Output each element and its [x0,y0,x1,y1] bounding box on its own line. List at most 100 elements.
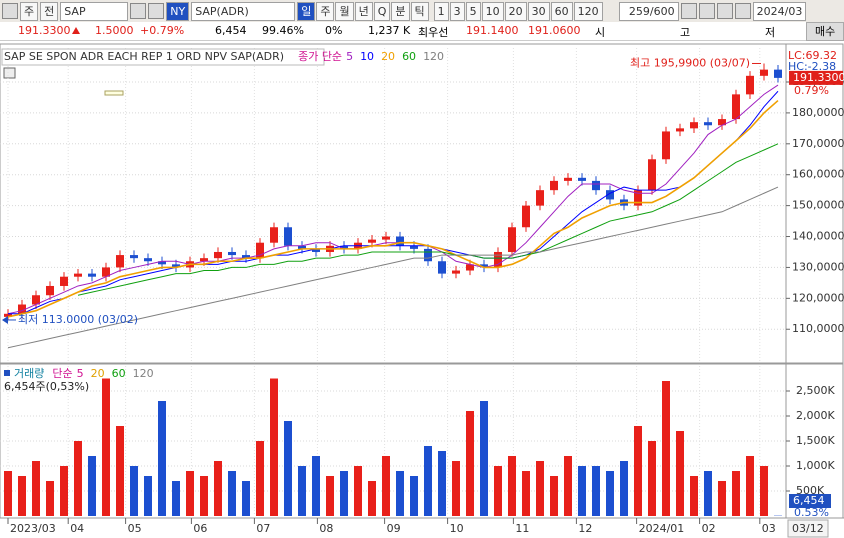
volume-bar [340,471,348,516]
volume-bar [648,441,656,516]
volume-bar [270,378,278,516]
period-button[interactable]: 월 [335,1,354,21]
legend-entry: 60 [402,50,416,63]
candle-body [172,264,180,268]
candle-body [368,239,376,243]
candle-body [144,258,152,262]
y-tick-label: 1,500K [796,434,835,447]
volume-bar [102,378,110,516]
code-input[interactable]: SAP [60,1,129,21]
last-rate: 0.79% [794,84,829,97]
ma-line [77,143,779,296]
y-tick-label: 1,000K [796,459,835,472]
candle-body [32,295,40,305]
date-field[interactable]: 2024/03 [752,1,807,21]
volume-bar [438,451,446,516]
x-tick-label: 08 [319,522,333,535]
candle-body [116,255,124,268]
volume-bar [704,471,712,516]
legend-entry: 20 [381,50,395,63]
x-tick-label: 03 [762,522,776,535]
period-button[interactable]: 틱 [410,1,429,21]
volume-bar [606,471,614,516]
volume-bar [242,481,250,516]
volume-bar [732,471,740,516]
candle-body [200,258,208,262]
period-button[interactable]: 분 [391,1,410,21]
volume-bar [326,476,334,516]
ask: 191.1400 [466,24,519,37]
candle-body [746,75,754,95]
candle-body [424,248,432,262]
volume-bar [32,461,40,516]
rate: +0.79% [140,24,185,37]
mode[interactable]: 전 [40,1,59,21]
candle-body [256,242,264,259]
volume-bar [676,431,684,516]
x-tick-label: 2023/03 [10,522,56,535]
volume-bar [298,466,306,516]
candle-body [732,94,740,120]
menu-icon[interactable] [2,3,18,19]
volume-bar [228,471,236,516]
interval-button[interactable]: 30 [527,1,550,21]
volume-bar [452,461,460,516]
volume-bar [130,466,138,516]
candle-body [270,227,278,243]
y-tick-label: 500K [796,484,825,497]
volume-bar [312,456,320,516]
save-icon[interactable] [716,3,733,19]
volume-bar [116,426,124,516]
candle-body [4,313,12,317]
sound-icon[interactable] [148,3,165,19]
period-button[interactable]: Q [373,1,391,21]
candle-body [550,180,558,191]
y-tick-label: 140,0000 [792,230,844,243]
volume-bar [564,456,572,516]
volume-bar [74,441,82,516]
legend-entry: 20 [91,367,105,380]
candle-body [88,273,96,277]
candle-body [298,245,306,249]
candle-body [648,159,656,191]
volume-bar [214,461,222,516]
interval-button[interactable]: 3 [449,1,465,21]
price-panel [0,43,844,364]
pct: 0% [325,24,343,37]
volume: 6,454 [215,24,247,37]
candle-body [536,190,544,206]
interval-button[interactable]: 10 [481,1,504,21]
volume-bar [718,481,726,516]
candle-body [592,180,600,191]
interval-button[interactable]: 20 [504,1,527,21]
interval-button[interactable]: 5 [465,1,481,21]
volume-bar [172,481,180,516]
marker [104,90,124,96]
market[interactable]: 주 [20,1,39,21]
tool-icon[interactable] [680,3,697,19]
settings-icon[interactable] [734,3,751,19]
candle-body [760,69,768,76]
period-button[interactable]: 년 [354,1,373,21]
candle-body [480,264,488,268]
side-button[interactable]: 매수 [806,22,844,41]
candle-body [466,264,474,271]
tool-icon[interactable] [698,3,715,19]
grid-icon [3,67,16,79]
volume-bar [200,476,208,516]
count[interactable]: 259/600 [618,1,679,21]
legend-entry: 10 [360,50,374,63]
volume-rate: 0.53% [794,506,829,519]
interval-button[interactable]: 120 [573,1,603,21]
interval-button[interactable]: 1 [433,1,449,21]
candle-body [438,261,446,274]
period-button[interactable]: 일 [297,1,316,21]
period-button[interactable]: 주 [316,1,335,21]
interval-button[interactable]: 60 [550,1,573,21]
low-label: 저 [765,26,776,39]
x-tick-label: 2024/01 [639,522,685,535]
volume-bar [410,476,418,516]
y-tick-label: 110,0000 [792,322,844,335]
search-icon[interactable] [130,3,147,19]
